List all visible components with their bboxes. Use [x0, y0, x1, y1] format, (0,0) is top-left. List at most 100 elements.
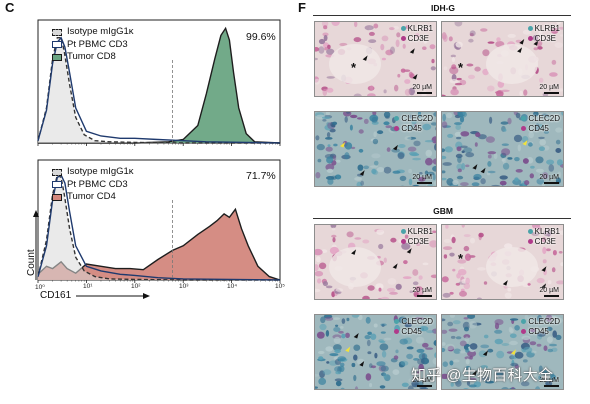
legend-label: Tumor CD4: [67, 191, 116, 202]
marker-label: KLRB1: [534, 24, 560, 33]
marker-dot: [521, 116, 527, 122]
stain-legend: CLEC2D CD45: [521, 114, 560, 133]
legend-entry: Tumor CD4: [52, 191, 134, 204]
stain-legend-entry: CLEC2D: [394, 114, 433, 124]
marker-label: CLEC2D: [528, 317, 560, 326]
scale-label: 20 µM: [539, 287, 559, 294]
y-arrowhead: [33, 210, 39, 217]
scale-bar: 20 µM: [539, 84, 559, 94]
scale-line: [417, 92, 432, 94]
marker-label: CLEC2D: [401, 317, 433, 326]
marker-dot: [527, 238, 533, 244]
scale-label: 20 µM: [539, 174, 559, 181]
stain-legend-entry: KLRB1: [527, 227, 560, 237]
marker-label: CD3E: [407, 236, 429, 246]
legend-label: Isotype mIgG1κ: [67, 166, 134, 177]
group-divider: [313, 15, 571, 16]
scale-line: [544, 92, 559, 94]
panel-c-letter: C: [5, 0, 15, 15]
legend-label: Pt PBMC CD3: [67, 38, 128, 50]
x-arrowhead: [143, 293, 150, 299]
stain-legend: KLRB1 CD3E: [527, 227, 560, 247]
scale-bar: 20 µM: [412, 84, 432, 94]
panel-f-letter: F: [298, 0, 306, 15]
group-title-idh-g: IDH-G: [430, 3, 456, 13]
marker-dot: [527, 229, 533, 235]
marker-dot: [527, 26, 533, 32]
lumen-asterisk: *: [458, 60, 464, 75]
series-line-1-1: [37, 174, 281, 281]
legend-swatch-isotype: [52, 168, 62, 176]
stain-legend: KLRB1 CD3E: [400, 227, 433, 247]
stain-legend-entry: CLEC2D: [521, 114, 560, 124]
marker-label: CD45: [401, 123, 422, 133]
scale-line: [417, 182, 432, 184]
micrograph-tile: * KLRB1 CD3E 20 µM: [441, 21, 564, 97]
marker-dot: [527, 35, 533, 41]
stain-legend: CLEC2D CD45: [394, 114, 433, 133]
x-axis-label: CD161: [40, 290, 72, 301]
stain-legend-entry: CLEC2D: [521, 317, 560, 327]
stain-legend: KLRB1 CD3E: [400, 24, 433, 43]
marker-label: CD3E: [534, 236, 556, 246]
series-line-0-1: [37, 36, 281, 144]
stain-legend-entry: KLRB1: [400, 227, 433, 237]
stain-legend-entry: CD45: [521, 124, 560, 134]
scale-bar: 20 µM: [412, 377, 432, 387]
stain-legend: CLEC2D CD45: [394, 317, 433, 336]
marker-label: KLRB1: [407, 24, 433, 33]
marker-dot: [394, 125, 400, 131]
micrograph-tile: * KLRB1 CD3E 20 µM: [441, 224, 564, 300]
scale-label: 20 µM: [412, 287, 432, 294]
histogram-canvas: [33, 19, 281, 299]
stain-legend-entry: CD3E: [527, 33, 560, 44]
stain-legend-entry: CD45: [394, 124, 433, 134]
x-tick-label: 10¹: [83, 283, 93, 290]
scale-bar: 20 µM: [539, 174, 559, 184]
series-line-0-2: [38, 26, 281, 144]
marker-label: CD45: [528, 123, 549, 133]
x-tick-label: 10²: [131, 283, 141, 290]
tissue-texture: [442, 112, 563, 186]
scale-bar: 20 µM: [412, 174, 432, 184]
bottom-legend: Isotype mIgG1κ Pt PBMC CD3 Tumor CD4: [52, 166, 134, 204]
top-percentage: 99.6%: [246, 31, 276, 43]
scale-line: [544, 385, 559, 387]
marker-label: KLRB1: [534, 227, 560, 236]
stain-legend-entry: CD3E: [527, 236, 560, 247]
scale-label: 20 µM: [539, 84, 559, 91]
tissue-texture: [442, 22, 563, 96]
scale-line: [417, 385, 432, 387]
scale-line: [544, 182, 559, 184]
marker-dot: [400, 238, 406, 244]
lumen-asterisk: *: [458, 251, 464, 266]
lumen-asterisk: *: [351, 60, 357, 75]
marker-dot: [394, 116, 400, 122]
marker-dot: [521, 319, 527, 325]
marker-dot: [400, 26, 406, 32]
x-tick-label: 10⁰: [35, 284, 45, 291]
x-tick-label: 10³: [179, 283, 189, 290]
micrograph-tile: CLEC2D CD45 20 µM: [441, 314, 564, 390]
marker-dot: [521, 328, 527, 334]
tissue-texture: [442, 315, 563, 389]
group-title-gbm: GBM: [433, 206, 453, 216]
marker-label: CLEC2D: [528, 114, 560, 123]
marker-label: CD45: [401, 326, 422, 336]
legend-entry: Pt PBMC CD3: [52, 179, 134, 192]
series-area-1-2: [38, 209, 280, 280]
legend-swatch-isotype: [52, 28, 62, 36]
series-area-1-0: [38, 175, 280, 280]
scale-label: 20 µM: [412, 174, 432, 181]
legend-entry: Isotype mIgG1κ: [52, 26, 134, 39]
micrograph-tile: * KLRB1 CD3E 20 µM: [314, 21, 437, 97]
marker-label: CD3E: [534, 33, 556, 43]
micrograph-tile: CLEC2D CD45 20 µM: [441, 111, 564, 187]
stain-legend-entry: CD3E: [400, 236, 433, 247]
y-axis-label: Count: [26, 249, 37, 276]
legend-label: Pt PBMC CD3: [67, 178, 128, 190]
watermark: 知乎 @生物百科大全: [411, 367, 554, 384]
stain-legend-entry: CLEC2D: [394, 317, 433, 327]
tissue-texture: [315, 112, 436, 186]
group-divider: [313, 218, 571, 219]
